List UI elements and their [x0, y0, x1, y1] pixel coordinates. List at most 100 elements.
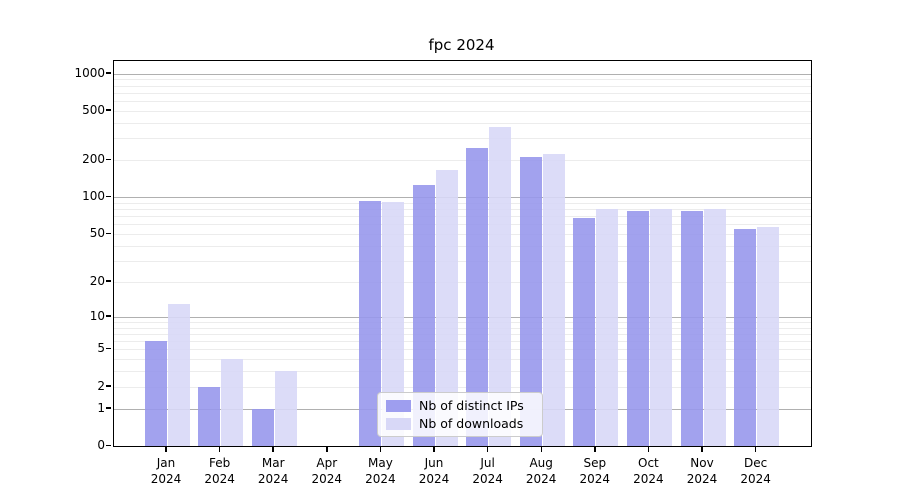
x-tick-label: Sep 2024 — [565, 455, 625, 487]
bar-downloads — [274, 371, 297, 446]
gridline-minor — [114, 85, 811, 87]
gridline-minor — [114, 160, 811, 162]
x-tick-mark — [754, 447, 757, 452]
gridline-minor — [114, 138, 811, 140]
x-tick-month: Jul — [480, 456, 495, 470]
x-tick-mark — [379, 447, 382, 452]
y-tick-label: 50 — [89, 226, 105, 241]
bar-distinct-ips — [358, 201, 381, 446]
plot-area — [113, 60, 812, 447]
y-tick-label: 20 — [89, 273, 105, 288]
bar-distinct-ips — [198, 386, 221, 446]
x-tick-year: 2024 — [418, 472, 450, 486]
x-tick-year: 2024 — [740, 472, 771, 486]
y-tick-mark — [106, 109, 111, 111]
x-tick-year: 2024 — [257, 472, 289, 486]
gridline-minor — [114, 386, 811, 388]
y-tick-label: 200 — [82, 152, 105, 167]
y-tick-label: 500 — [82, 102, 105, 117]
x-tick-label: May 2024 — [350, 455, 410, 487]
bar-distinct-ips — [519, 157, 542, 446]
y-tick-label: 10 — [89, 308, 105, 323]
bar-distinct-ips — [144, 341, 167, 446]
bar-distinct-ips — [573, 217, 596, 446]
gridline-minor — [114, 327, 811, 329]
bar-downloads — [596, 209, 619, 446]
bar-downloads — [435, 170, 458, 446]
legend-swatch-distinct-ips — [386, 399, 411, 412]
gridline-minor — [114, 79, 811, 81]
x-tick-label: Feb 2024 — [190, 455, 250, 487]
bar-distinct-ips — [626, 211, 649, 446]
x-tick-label: Jul 2024 — [458, 455, 518, 487]
gridline-minor — [114, 281, 811, 283]
bar-distinct-ips — [734, 229, 757, 446]
y-tick-label: 100 — [82, 189, 105, 204]
bar-downloads — [757, 227, 780, 446]
x-tick-year: 2024 — [472, 472, 503, 486]
gridline-minor — [114, 101, 811, 103]
x-tick-label: Oct 2024 — [618, 455, 678, 487]
bar-distinct-ips — [412, 184, 435, 446]
gridline-minor — [114, 245, 811, 247]
x-tick-month: Aug — [529, 456, 553, 470]
y-tick-mark — [106, 232, 111, 235]
x-tick-month: Feb — [208, 456, 231, 470]
gridline-minor — [114, 209, 811, 211]
x-tick-label: Mar 2024 — [243, 455, 303, 487]
legend-label-distinct-ips: Nb of distinct IPs — [419, 398, 524, 413]
x-tick-month: Apr — [316, 456, 338, 470]
x-tick-year: 2024 — [633, 472, 664, 486]
gridline-minor — [114, 202, 811, 204]
gridline-minor — [114, 371, 811, 373]
gridline-minor — [114, 110, 811, 112]
legend: Nb of distinct IPs Nb of downloads — [377, 392, 543, 437]
gridline-minor — [114, 333, 811, 335]
legend-label-downloads: Nb of downloads — [419, 416, 524, 431]
bar-downloads — [542, 154, 565, 446]
x-tick-label: Nov 2024 — [672, 455, 732, 487]
x-tick-mark — [326, 447, 328, 452]
x-tick-month: Mar — [261, 456, 285, 470]
x-tick-year: 2024 — [686, 472, 718, 486]
y-tick-mark — [106, 315, 111, 317]
x-tick-month: Jan — [156, 456, 176, 470]
gridline-minor — [114, 92, 811, 94]
x-tick-mark — [272, 447, 274, 452]
gridline-minor — [114, 260, 811, 262]
x-tick-label: Jun 2024 — [404, 455, 464, 487]
bar-downloads — [703, 208, 726, 446]
x-tick-mark — [540, 447, 542, 452]
bar-downloads — [167, 303, 190, 446]
x-tick-year: 2024 — [525, 472, 557, 486]
bar-downloads — [649, 209, 672, 446]
x-tick-label: Jan 2024 — [136, 455, 196, 487]
y-tick-label: 0 — [97, 438, 105, 452]
gridline-minor — [114, 224, 811, 226]
y-tick-mark — [106, 347, 111, 350]
x-tick-mark — [433, 447, 435, 452]
gridline-minor — [114, 359, 811, 361]
bar-distinct-ips — [680, 210, 703, 446]
gridline-minor — [114, 321, 811, 323]
x-tick-label: Apr 2024 — [297, 455, 357, 487]
x-tick-mark — [165, 447, 167, 452]
x-tick-mark — [486, 447, 489, 452]
bar-downloads — [221, 359, 244, 446]
bar-distinct-ips — [251, 408, 274, 446]
x-tick-mark — [594, 447, 596, 452]
x-tick-month: Sep — [583, 456, 607, 470]
x-tick-month: Oct — [638, 456, 659, 470]
legend-swatch-downloads — [386, 417, 411, 430]
x-tick-mark — [218, 447, 221, 452]
y-tick-label: 5 — [97, 341, 105, 356]
x-tick-mark — [701, 447, 703, 452]
x-tick-month: May — [367, 456, 393, 470]
x-tick-year: 2024 — [365, 472, 396, 486]
gridline-major — [114, 316, 811, 318]
gridline-minor — [114, 122, 811, 124]
y-tick-label: 1000 — [74, 65, 105, 80]
gridline-minor — [114, 234, 811, 236]
x-tick-year: 2024 — [311, 472, 343, 486]
